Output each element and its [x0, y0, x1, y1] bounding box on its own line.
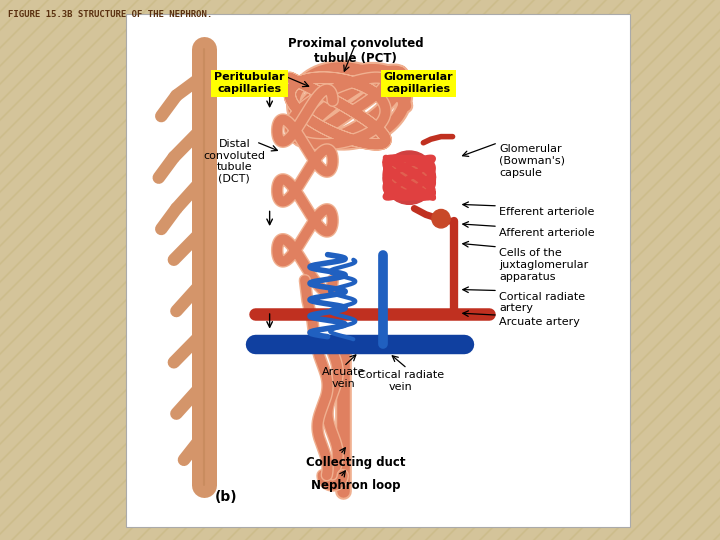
- Text: Glomerular
capillaries: Glomerular capillaries: [384, 72, 453, 94]
- FancyBboxPatch shape: [126, 14, 630, 526]
- Text: Cortical radiate
artery: Cortical radiate artery: [499, 292, 585, 313]
- Text: Proximal convoluted
tubule (PCT): Proximal convoluted tubule (PCT): [287, 37, 423, 65]
- Text: Afferent arteriole: Afferent arteriole: [499, 228, 595, 238]
- Text: Peritubular
capillaries: Peritubular capillaries: [215, 72, 284, 94]
- Circle shape: [389, 157, 429, 198]
- Text: Nephron loop: Nephron loop: [310, 480, 400, 492]
- Text: Efferent arteriole: Efferent arteriole: [499, 207, 594, 218]
- Text: Cells of the
juxtaglomerular
apparatus: Cells of the juxtaglomerular apparatus: [499, 248, 588, 282]
- Text: Collecting duct: Collecting duct: [305, 456, 405, 469]
- Circle shape: [432, 210, 450, 228]
- Text: Glomerular
(Bowman's)
capsule: Glomerular (Bowman's) capsule: [499, 144, 565, 178]
- Text: (b): (b): [215, 490, 237, 504]
- Text: Arcuate artery: Arcuate artery: [499, 317, 580, 327]
- Circle shape: [383, 151, 436, 204]
- Text: Arcuate
vein: Arcuate vein: [322, 367, 366, 389]
- Text: Cortical radiate
vein: Cortical radiate vein: [358, 370, 444, 392]
- Text: Distal
convoluted
tubule
(DCT): Distal convoluted tubule (DCT): [203, 139, 266, 184]
- Text: FIGURE 15.3B STRUCTURE OF THE NEPHRON.: FIGURE 15.3B STRUCTURE OF THE NEPHRON.: [8, 10, 212, 19]
